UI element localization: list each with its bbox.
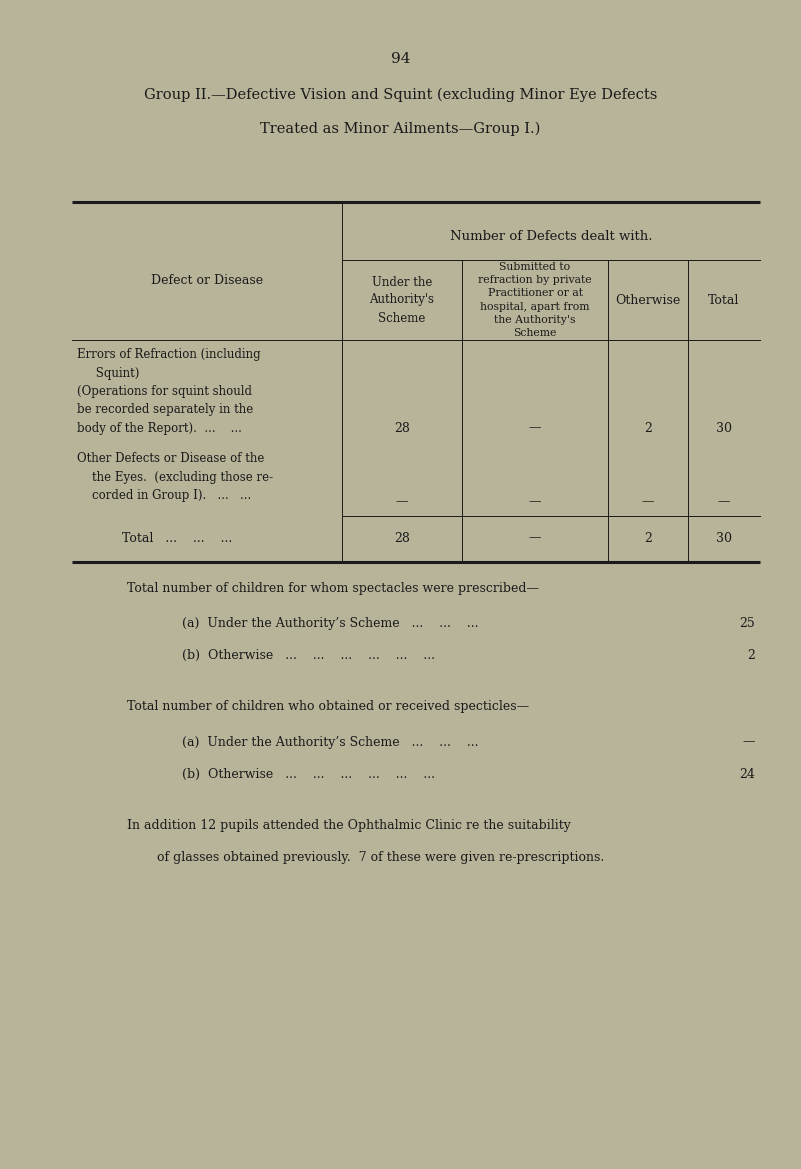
Text: Group II.—Defective Vision and Squint (excluding Minor Eye Defects: Group II.—Defective Vision and Squint (e… [144, 88, 657, 103]
Text: 28: 28 [394, 532, 410, 545]
Text: Under the
Authority's
Scheme: Under the Authority's Scheme [369, 276, 434, 325]
Text: In addition 12 pupils attended the Ophthalmic Clinic re the suitability: In addition 12 pupils attended the Ophth… [127, 818, 571, 832]
Text: 2: 2 [747, 649, 755, 662]
Text: Total number of children who obtained or received specticles—: Total number of children who obtained or… [127, 700, 529, 713]
Text: Errors of Refraction (including
     Squint)
(Operations for squint should
be re: Errors of Refraction (including Squint) … [77, 348, 260, 435]
Text: (b)  Otherwise   ...    ...    ...    ...    ...    ...: (b) Otherwise ... ... ... ... ... ... [182, 649, 435, 662]
Text: Total: Total [708, 293, 739, 306]
Text: —: — [743, 735, 755, 748]
Text: 94: 94 [391, 51, 410, 65]
Text: Submitted to
refraction by private
Practitioner or at
hospital, apart from
the A: Submitted to refraction by private Pract… [478, 262, 592, 338]
Text: (a)  Under the Authority’s Scheme   ...    ...    ...: (a) Under the Authority’s Scheme ... ...… [182, 617, 478, 630]
Text: —: — [396, 496, 409, 509]
Text: Treated as Minor Ailments—Group I.): Treated as Minor Ailments—Group I.) [260, 122, 541, 137]
Text: of glasses obtained previously.  7 of these were given re-prescriptions.: of glasses obtained previously. 7 of the… [157, 851, 604, 864]
Text: 24: 24 [739, 768, 755, 781]
Text: 30: 30 [716, 422, 732, 435]
Text: (a)  Under the Authority’s Scheme   ...    ...    ...: (a) Under the Authority’s Scheme ... ...… [182, 735, 478, 748]
Text: (b)  Otherwise   ...    ...    ...    ...    ...    ...: (b) Otherwise ... ... ... ... ... ... [182, 768, 435, 781]
Text: 25: 25 [739, 617, 755, 630]
Text: Defect or Disease: Defect or Disease [151, 275, 263, 288]
Text: Total   ...    ...    ...: Total ... ... ... [122, 532, 232, 545]
Text: —: — [529, 422, 541, 435]
Text: —: — [529, 532, 541, 545]
Text: Otherwise: Otherwise [615, 293, 681, 306]
Text: Other Defects or Disease of the
    the Eyes.  (excluding those re-
    corded i: Other Defects or Disease of the the Eyes… [77, 452, 273, 502]
Text: —: — [642, 496, 654, 509]
Text: —: — [718, 496, 731, 509]
Text: 28: 28 [394, 422, 410, 435]
Text: 2: 2 [644, 422, 652, 435]
Text: Total number of children for whom spectacles were prescribed—: Total number of children for whom specta… [127, 582, 539, 595]
Text: —: — [529, 496, 541, 509]
Text: Number of Defects dealt with.: Number of Defects dealt with. [449, 230, 652, 243]
Text: 30: 30 [716, 532, 732, 545]
Text: 2: 2 [644, 532, 652, 545]
